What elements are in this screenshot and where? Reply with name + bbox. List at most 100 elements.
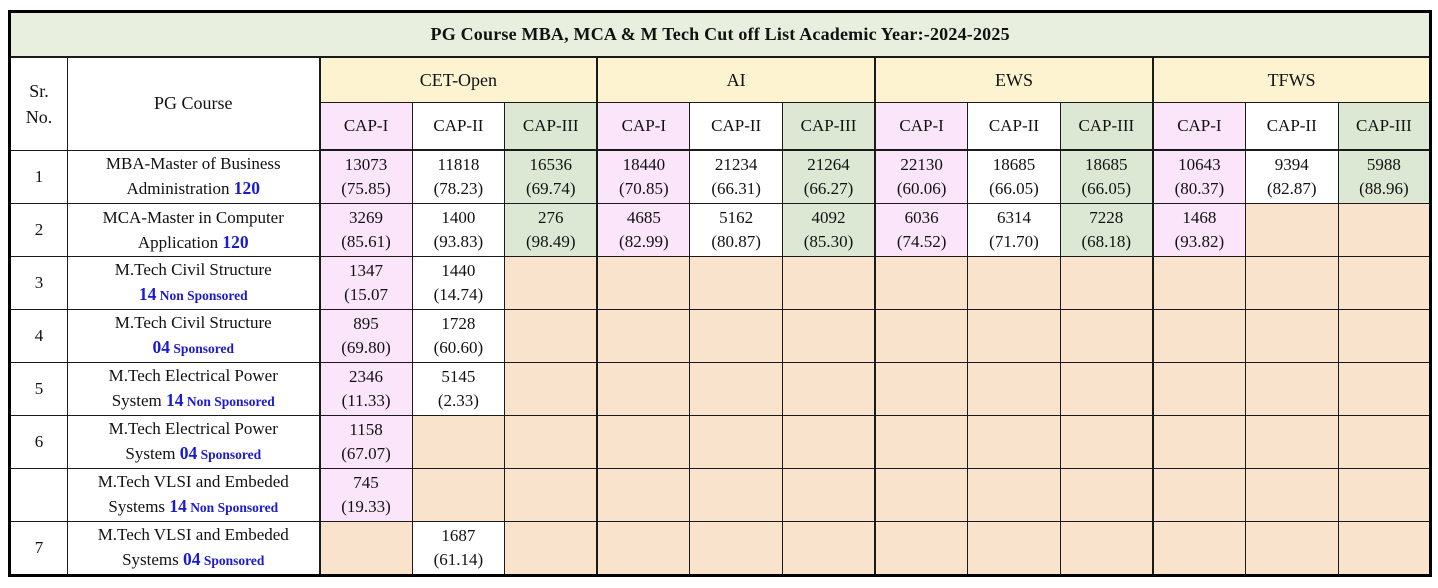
cutoff-cell (1244, 256, 1339, 310)
cutoff-cell (1059, 362, 1154, 416)
cutoff-cell (874, 415, 969, 469)
cutoff-cell: 7228 (68.18) (1059, 203, 1154, 257)
cutoff-percentile: (19.33) (341, 497, 391, 516)
cutoff-cell (1337, 203, 1432, 257)
cutoff-percentile: (66.27) (803, 179, 854, 198)
course-name-line2: Administration 120 (69, 176, 319, 201)
table-row: 6 M.Tech Electrical Power System 04 Sponso… (9, 415, 1432, 469)
course-intake-number: 04 (183, 549, 201, 569)
cutoff-rank: 5162 (719, 208, 754, 227)
cutoff-rank: 7228 (1089, 208, 1124, 227)
cutoff-rank: 1687 (441, 526, 476, 545)
course-name-line1: M.Tech Civil Structure (114, 260, 272, 279)
course-name-line1: M.Tech Civil Structure (114, 313, 272, 332)
cutoff-percentile: (78.23) (433, 179, 484, 198)
cutoff-rank: 1728 (441, 314, 476, 333)
cutoff-cell (781, 521, 876, 576)
cutoff-cell: 18440 (70.85) (596, 149, 691, 204)
course-name-line2: Application 120 (69, 230, 319, 255)
table-row: 3 M.Tech Civil Structure 14 Non Sponsored 1… (9, 256, 1432, 310)
course-cell: M.Tech VLSI and Embeded Systems 04 Sponso… (67, 521, 320, 576)
cutoff-cell (504, 256, 598, 310)
course-name-line1: MCA-Master in Computer (102, 207, 284, 227)
cutoff-rank: 11818 (437, 155, 480, 174)
cutoff-cell (596, 415, 691, 469)
cutoff-cell: 13073 (75.85) (318, 149, 413, 204)
cutoff-cell (967, 521, 1061, 576)
course-name-line2: Systems 14 Non Sponsored (69, 494, 319, 520)
course-intake-number: 14 (138, 284, 157, 304)
cutoff-cell (874, 362, 969, 416)
cutoff-rank: 13073 (344, 155, 388, 174)
cutoff-cell: 276 (98.49) (504, 203, 598, 257)
cutoff-rank: 2346 (349, 367, 384, 386)
cutoff-cell (504, 309, 598, 363)
cutoff-cell (1244, 203, 1339, 257)
cutoff-cell (1151, 256, 1246, 310)
cutoff-cell: 1687 (61.14) (411, 521, 506, 576)
cutoff-rank: 21264 (807, 155, 850, 174)
cutoff-percentile: (71.70) (989, 232, 1039, 251)
course-name-line1: M.Tech Electrical Power (108, 419, 278, 438)
cutoff-rank: 5988 (1366, 155, 1401, 174)
cutoff-cell: 5145 (2.33) (411, 362, 506, 416)
cutoff-cell (781, 362, 876, 416)
cutoff-percentile: (69.74) (525, 179, 576, 198)
course-name-line1: M.Tech Electrical Power (108, 366, 278, 385)
cutoff-cell (596, 362, 691, 416)
cutoff-percentile: (60.60) (433, 338, 484, 357)
course-sponsor-tag: Non Sponsored (186, 500, 279, 515)
course-intake-number: 14 (166, 390, 184, 410)
course-name-line2: System 14 Non Sponsored (69, 388, 319, 414)
cutoff-rank: 22130 (900, 155, 943, 174)
cap-header-ews-cap2: CAP-II (967, 102, 1061, 151)
cutoff-percentile: (14.74) (433, 285, 484, 304)
table-row: 4 M.Tech Civil Structure 04 Sponsored 895 (6… (9, 309, 1432, 363)
cutoff-cell: 745 (19.33) (318, 468, 413, 522)
cutoff-rank: 5145 (441, 367, 476, 386)
cutoff-cell (1337, 309, 1432, 363)
course-name-line1: MBA-Master of Business (105, 154, 281, 174)
cutoff-cell (1151, 309, 1246, 363)
cap-header-tfws-cap1: CAP-I (1151, 102, 1246, 151)
sr-no-cell: 1 (9, 149, 68, 204)
cutoff-percentile: (85.30) (803, 232, 854, 251)
cutoff-cell (781, 468, 876, 522)
cap-header-cet-cap3: CAP-III (504, 102, 598, 151)
cutoff-cell: 1158 (67.07) (318, 415, 413, 469)
cutoff-cell (1059, 256, 1154, 310)
cutoff-percentile: (66.05) (989, 179, 1039, 198)
cutoff-percentile: (61.14) (433, 550, 484, 569)
cutoff-cell (1059, 309, 1154, 363)
cutoff-percentile: (82.99) (619, 232, 669, 251)
cutoff-rank: 10643 (1178, 155, 1221, 174)
course-intake-number: 14 (169, 496, 187, 516)
cutoff-cell (1337, 362, 1432, 416)
cutoff-cell: 16536 (69.74) (504, 149, 598, 204)
cutoff-percentile: (93.83) (433, 232, 484, 251)
cutoff-cell (1151, 468, 1246, 522)
cutoff-cell (596, 256, 691, 310)
cutoff-cell: 5162 (80.87) (689, 203, 783, 257)
cutoff-cell: 1728 (60.60) (411, 309, 506, 363)
cutoff-rank: 18440 (622, 155, 666, 174)
cap-header-ews-cap1: CAP-I (874, 102, 969, 151)
cap-header-ews-cap3: CAP-III (1059, 102, 1154, 151)
cutoff-percentile: (66.31) (711, 179, 761, 198)
cutoff-rank: 1158 (349, 420, 383, 439)
cutoff-rank: 1400 (441, 208, 476, 227)
cutoff-percentile: (93.82) (1174, 232, 1225, 251)
cutoff-cell (967, 468, 1061, 522)
cutoff-cell: 895 (69.80) (318, 309, 413, 363)
cutoff-cell: 22130 (60.06) (874, 149, 969, 204)
cutoff-percentile: (2.33) (437, 391, 479, 410)
cutoff-cell (596, 309, 691, 363)
cutoff-cell (874, 309, 969, 363)
cutoff-rank: 18685 (1085, 155, 1128, 174)
cutoff-cell: 1347 (15.07 (318, 256, 413, 310)
course-cell: M.Tech Civil Structure 14 Non Sponsored (67, 256, 320, 310)
course-cell: M.Tech Electrical Power System 14 Non Spo… (67, 362, 320, 416)
cutoff-cell: 1468 (93.82) (1151, 203, 1246, 257)
cap-header-cet-cap2: CAP-II (411, 102, 506, 151)
course-name-line2: 14 Non Sponsored (69, 282, 319, 308)
